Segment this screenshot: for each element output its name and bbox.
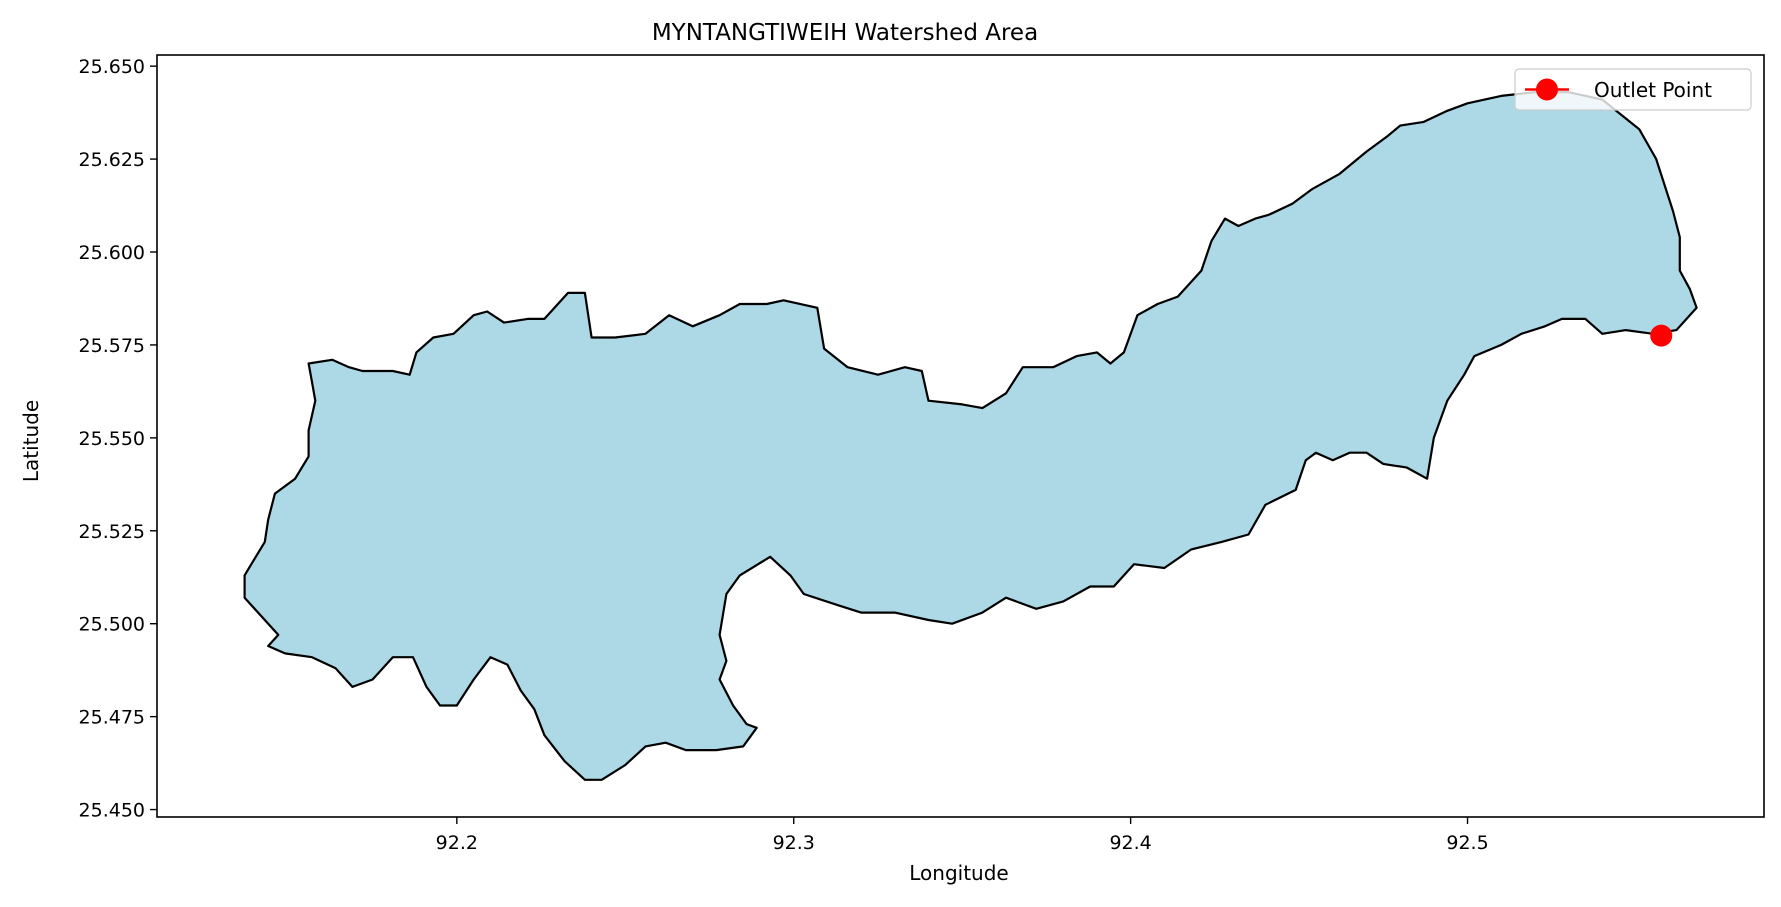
axes-frame [156,54,1765,818]
x-tick-label: 92.5 [1446,832,1488,854]
legend-marker-icon [1536,78,1558,101]
y-tick-label: 25.550 [79,428,145,450]
y-tick-label: 25.575 [79,335,145,357]
y-tick-label: 25.600 [79,242,145,264]
plot-area [243,91,1698,781]
y-tick-label: 25.525 [79,521,145,543]
legend: Outlet Point [1514,68,1752,111]
y-tick-label: 25.450 [79,800,145,822]
x-axis: 92.2 92.3 92.4 92.5 [436,817,1489,854]
outlet-point-marker [1650,324,1673,347]
y-tick-label: 25.650 [79,56,145,78]
watershed-polygon [243,91,1698,781]
chart-title: MYNTANGTIWEIH Watershed Area [652,20,1038,46]
legend-box [1514,68,1752,111]
legend-entry-outlet-point: Outlet Point [1594,78,1712,102]
y-tick-label: 25.500 [79,614,145,636]
x-tick-label: 92.4 [1109,832,1151,854]
y-axis-label: Latitude [19,400,43,482]
y-axis: 25.450 25.475 25.500 25.525 25.550 25.575 25.6… [79,56,157,822]
x-tick-label: 92.2 [436,832,478,854]
y-tick-label: 25.625 [79,149,145,171]
x-tick-label: 92.3 [773,832,815,854]
y-tick-label: 25.475 [79,707,145,729]
x-axis-label: Longitude [909,861,1008,885]
